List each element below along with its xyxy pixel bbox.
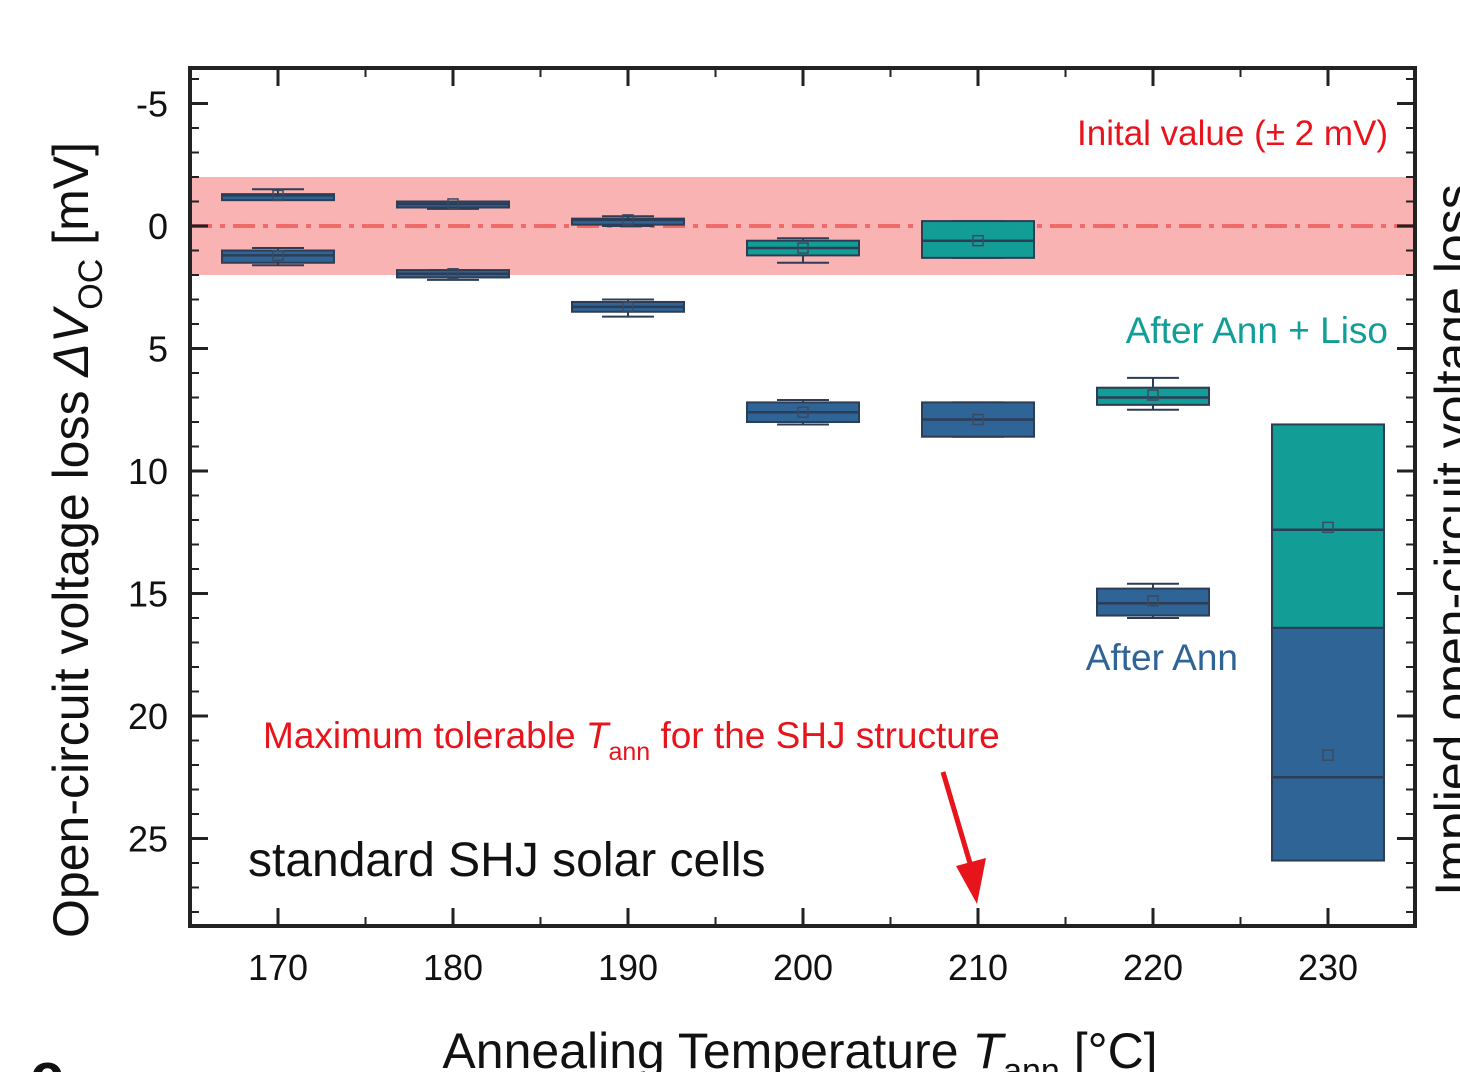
- x-tick-label: 200: [773, 947, 833, 988]
- mean-marker: [447, 198, 459, 210]
- y-tick-label: 20: [128, 696, 168, 737]
- arrow-head: [956, 858, 986, 904]
- sample-label: standard SHJ solar cells: [248, 834, 766, 887]
- box-body: [1271, 626, 1385, 862]
- box-after-ann-180-2: [396, 198, 510, 210]
- mean-marker: [797, 406, 809, 418]
- max-label-post: for the SHJ structure: [650, 715, 1000, 756]
- mean-marker: [447, 268, 459, 280]
- mean-marker: [622, 301, 634, 313]
- mean-marker: [797, 242, 809, 254]
- initial-value-label: Inital value (± 2 mV): [1077, 114, 1388, 153]
- box-body: [1271, 423, 1385, 629]
- max-label-subscript: ann: [608, 738, 650, 766]
- box-after-ann-liso-220-2: [1096, 376, 1210, 411]
- box-after-ann-180-3: [396, 268, 510, 281]
- x-tick-label: 190: [598, 947, 658, 988]
- y-axis-title-subscript: OC: [72, 259, 110, 310]
- y-axis-title-text: Open-circuit voltage loss: [43, 377, 99, 938]
- y-tick-label: 15: [128, 574, 168, 615]
- x-tick-label: 220: [1123, 947, 1183, 988]
- series-label-after-ann-liso: After Ann + Liso: [1126, 310, 1388, 351]
- x-axis-title-subscript: ann: [1003, 1052, 1060, 1072]
- box-after-ann-190-5: [571, 298, 685, 318]
- x-tick-label: 180: [423, 947, 483, 988]
- box-after-ann-liso-210-1: [921, 220, 1035, 259]
- max-tolerable-arrow: [940, 771, 986, 904]
- axis-ticks: -5 0 5 10 15 20 25 170 180 190 200 210 220 230: [128, 68, 1417, 988]
- y-axis-title-symbol: ΔV: [43, 305, 99, 378]
- box-after-ann-210-7: [921, 401, 1035, 438]
- max-tolerable-annotation: Maximum tolerable Tann for the SHJ struc…: [263, 715, 1000, 766]
- max-label-pre: Maximum tolerable: [263, 715, 586, 756]
- box-after-ann-liso-200-0: [746, 237, 860, 264]
- y-tick-label: 10: [128, 451, 168, 492]
- x-axis-title: Annealing Temperature Tann [°C]: [442, 1023, 1157, 1072]
- y-axis-title-unit: [mV]: [43, 142, 99, 259]
- mean-marker: [1147, 389, 1159, 401]
- y-tick-label: 5: [148, 329, 168, 370]
- mean-marker: [1147, 595, 1159, 607]
- box-after-ann-190-4: [571, 214, 685, 227]
- x-axis-title-text: Annealing Temperature: [442, 1023, 958, 1072]
- mean-marker: [1322, 749, 1334, 761]
- box-after-ann-170-0: [221, 188, 335, 202]
- mean-marker: [1322, 521, 1334, 534]
- mean-marker: [972, 413, 984, 426]
- panel-label: c: [30, 1041, 63, 1072]
- box-after-ann-230-9: [1271, 626, 1385, 862]
- x-tick-label: 230: [1298, 947, 1358, 988]
- box-after-ann-220-8: [1096, 582, 1210, 619]
- mean-marker: [972, 234, 984, 247]
- arrow-shaft: [940, 771, 975, 871]
- y-axis-title: Open-circuit voltage loss ΔVOC [mV]: [43, 142, 110, 938]
- series-label-after-ann: After Ann: [1086, 637, 1238, 678]
- y-tick-label: 25: [128, 819, 168, 860]
- mean-marker: [272, 249, 284, 262]
- x-tick-label: 170: [248, 947, 308, 988]
- box-after-ann-200-6: [746, 398, 860, 426]
- right-y-axis-title: Implied open-circuit voltage loss: [1425, 184, 1460, 895]
- box-plots: [221, 188, 1385, 862]
- y-tick-label: -5: [136, 84, 168, 125]
- box-after-ann-liso-230-3: [1271, 423, 1385, 629]
- box-after-ann-170-1: [221, 247, 335, 267]
- mean-marker: [622, 214, 634, 226]
- y-tick-label: 0: [148, 206, 168, 247]
- mean-marker: [272, 189, 284, 202]
- x-axis-title-symbol: T: [973, 1023, 1007, 1072]
- x-axis-title-unit: [°C]: [1060, 1023, 1158, 1072]
- x-tick-label: 210: [948, 947, 1008, 988]
- max-label-symbol: T: [586, 715, 611, 756]
